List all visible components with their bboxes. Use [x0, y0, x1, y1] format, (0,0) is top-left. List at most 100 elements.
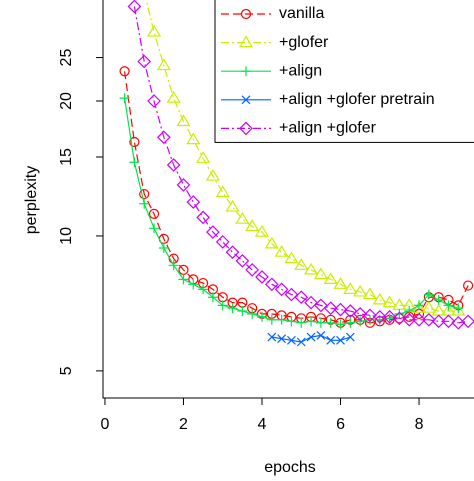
data-point [364, 314, 375, 325]
legend-marker [241, 95, 251, 105]
data-point [186, 195, 201, 209]
data-point [287, 335, 296, 345]
data-point [178, 274, 189, 285]
data-point [264, 277, 279, 292]
data-point [188, 279, 199, 290]
data-point [206, 225, 220, 239]
data-point [274, 245, 289, 257]
data-point [431, 314, 446, 329]
y-tick-label: 20 [58, 92, 75, 110]
legend-marker [238, 35, 254, 48]
data-point [235, 253, 250, 268]
data-point [306, 332, 316, 342]
legend-marker [239, 121, 253, 136]
data-point [147, 94, 161, 108]
data-point [166, 158, 181, 172]
data-point [296, 317, 307, 328]
data-point [129, 157, 140, 168]
plot-frame [102, 0, 474, 399]
data-point [276, 314, 287, 325]
data-point [353, 284, 368, 297]
data-point [392, 311, 407, 326]
data-point [421, 301, 436, 313]
data-point [304, 295, 318, 310]
data-point [284, 251, 299, 264]
y-tick-label: 15 [58, 148, 75, 166]
y-axis-label: perplexity [23, 166, 40, 234]
data-point [139, 188, 150, 200]
data-point [168, 260, 179, 271]
x-tick-label: 2 [179, 416, 188, 433]
data-point [245, 219, 260, 232]
data-point [294, 290, 309, 305]
data-point [227, 303, 238, 314]
data-point [433, 294, 444, 305]
data-point [196, 151, 211, 163]
data-point [215, 235, 230, 249]
data-point [343, 282, 358, 294]
data-point [146, 24, 162, 37]
data-point [277, 334, 287, 344]
data-point [355, 316, 366, 327]
data-point [196, 210, 210, 225]
data-point [313, 267, 328, 280]
data-point [394, 308, 405, 319]
data-point [345, 317, 356, 328]
data-point [119, 93, 130, 104]
data-point [198, 284, 209, 295]
data-point [247, 308, 258, 319]
data-point [255, 270, 269, 284]
data-point [414, 300, 425, 311]
data-point [119, 66, 130, 77]
data-point [207, 292, 218, 303]
data-point [325, 317, 336, 328]
x-axis-label: epochs [264, 459, 316, 476]
data-point [463, 280, 474, 291]
data-point [441, 314, 456, 329]
data-point [294, 258, 309, 270]
data-point [266, 314, 277, 325]
data-point [323, 301, 338, 316]
data-point [149, 223, 160, 234]
legend-label: vanilla [279, 5, 324, 22]
data-point [423, 289, 434, 300]
data-point [422, 312, 436, 327]
data-point [443, 300, 454, 311]
legend-label: +align +glofer [279, 120, 377, 137]
y-tick-label: 5 [58, 366, 75, 375]
data-point [237, 306, 248, 317]
data-point [372, 309, 387, 324]
data-point [274, 282, 289, 297]
legend-marker [241, 66, 251, 77]
data-point [333, 277, 348, 289]
data-point [345, 332, 355, 342]
data-point [225, 245, 240, 260]
data-point [372, 292, 387, 305]
data-point [157, 130, 171, 145]
data-point [296, 337, 306, 347]
y-tick-label: 10 [58, 227, 75, 245]
data-point [314, 298, 328, 313]
data-point [306, 316, 317, 327]
data-point [333, 302, 348, 317]
data-point [148, 208, 160, 219]
data-point [402, 312, 417, 327]
data-point [343, 304, 358, 318]
data-point [254, 224, 270, 237]
data-point [362, 287, 378, 300]
data-point [186, 132, 201, 145]
data-point [284, 287, 299, 302]
data-point [176, 114, 191, 127]
legend-label: +align [279, 62, 322, 79]
data-point [453, 303, 464, 314]
data-point [129, 136, 140, 148]
data-point [257, 311, 267, 322]
data-point [245, 263, 260, 277]
x-tick-label: 6 [336, 416, 345, 433]
x-tick-label: 0 [101, 416, 110, 433]
data-point [461, 314, 474, 329]
legend-label: +glofer [279, 34, 329, 51]
data-point [127, 0, 142, 14]
